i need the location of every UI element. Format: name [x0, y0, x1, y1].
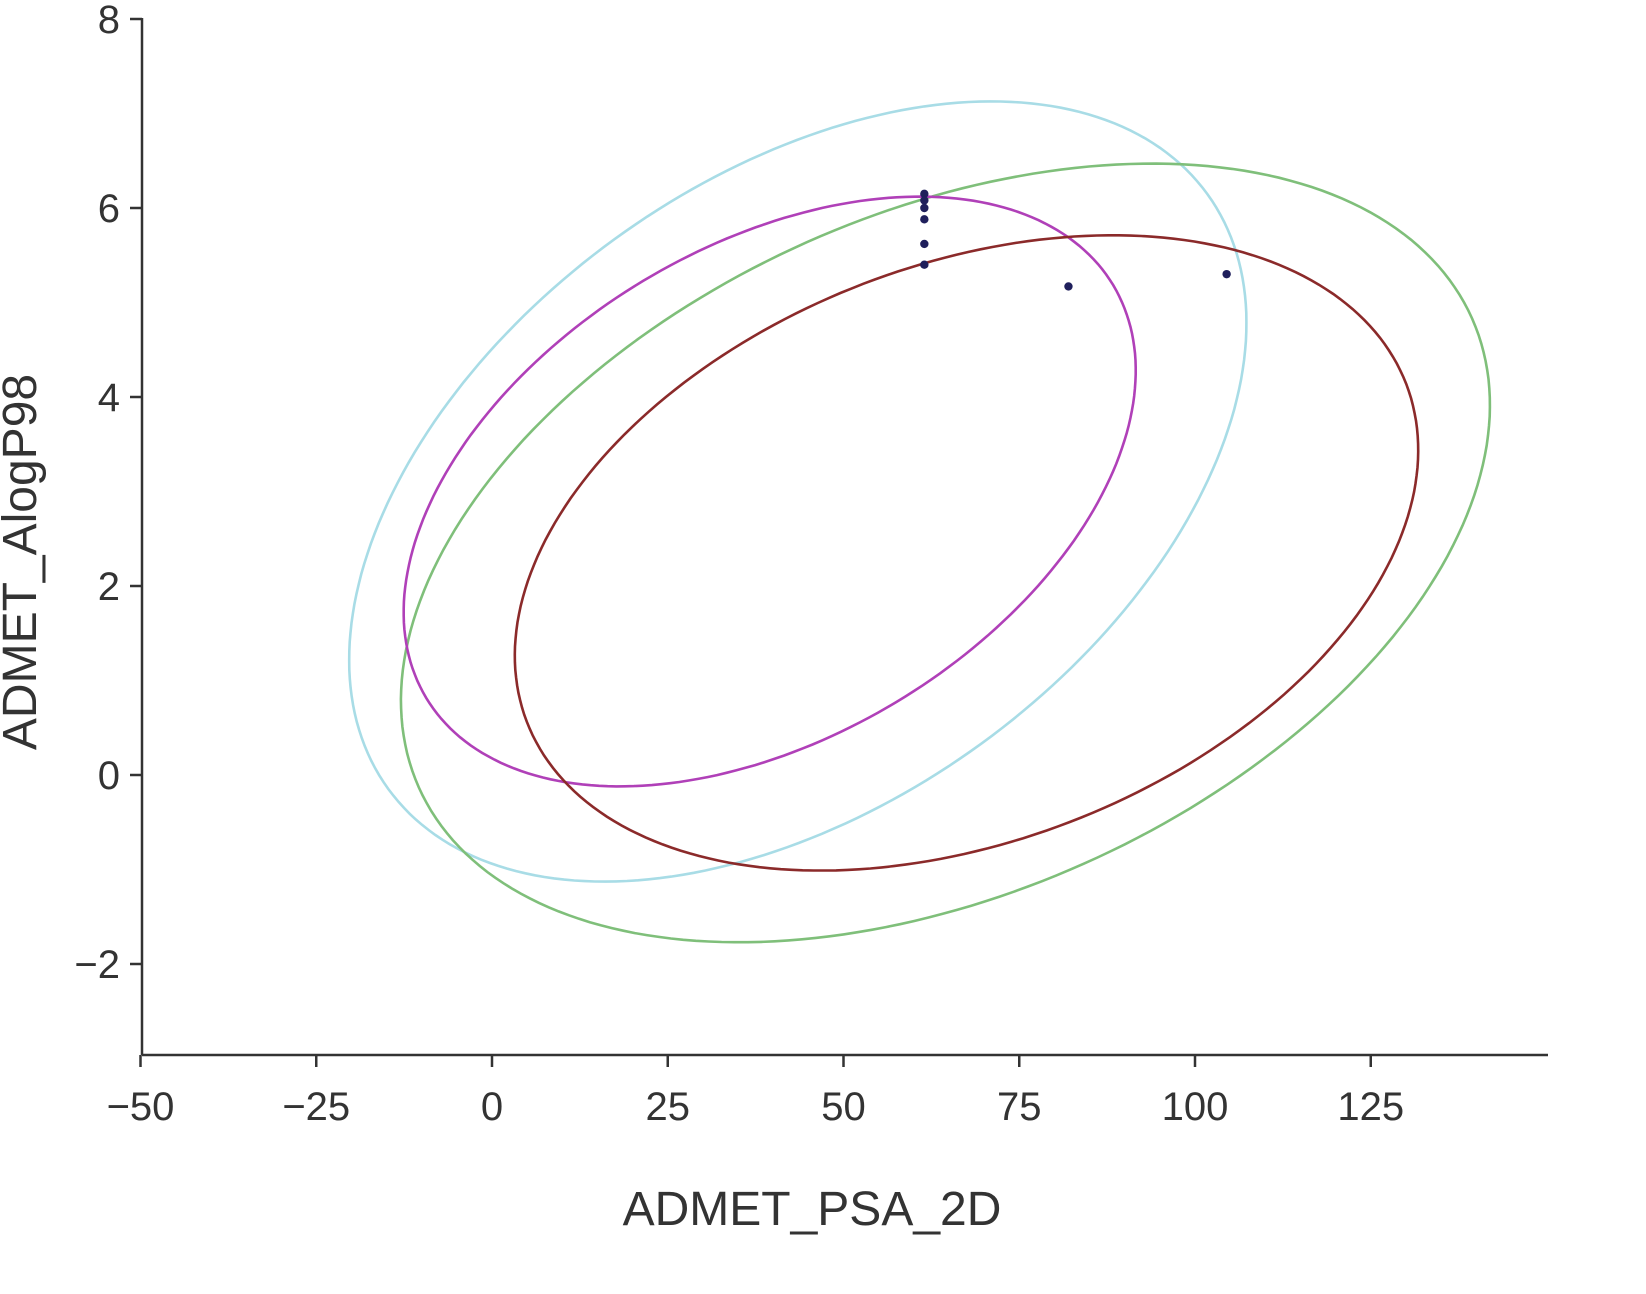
x-tick-label: 0 [481, 1085, 503, 1129]
y-axis-ticks: −2 0 2 4 6 8 [74, 0, 142, 987]
data-point [920, 189, 929, 199]
ellipse-2 [399, 162, 1492, 944]
data-point [920, 239, 929, 249]
x-tick-label: 100 [1162, 1085, 1229, 1129]
data-points [920, 189, 1231, 291]
ellipse-4 [513, 234, 1420, 872]
data-point [920, 196, 929, 205]
y-tick-label: 6 [98, 187, 120, 231]
ellipse-1 [347, 100, 1248, 883]
data-point [920, 215, 929, 224]
x-tick-label: 125 [1337, 1085, 1404, 1129]
x-tick-label: 25 [646, 1085, 691, 1129]
data-point [1064, 282, 1073, 291]
y-tick-label: −2 [74, 943, 120, 987]
x-axis-ticks: −50 −25 0 25 50 75 100 125 [107, 1055, 1404, 1129]
data-point [920, 260, 929, 269]
x-tick-label: −50 [107, 1085, 175, 1129]
x-tick-label: 50 [821, 1085, 866, 1129]
y-tick-label: 2 [98, 565, 120, 609]
y-axis-title: ADMET_AlogP98 [0, 374, 47, 750]
confidence-ellipses [347, 100, 1492, 944]
y-tick-label: 4 [98, 376, 120, 420]
y-tick-label: 0 [98, 754, 120, 798]
y-tick-label: 8 [98, 0, 120, 42]
ellipse-3 [402, 195, 1137, 788]
x-axis-title: ADMET_PSA_2D [623, 1183, 1002, 1236]
x-tick-label: −25 [282, 1085, 350, 1129]
x-tick-label: 75 [997, 1085, 1042, 1129]
data-point [1222, 269, 1231, 279]
data-point [920, 203, 929, 213]
axes [140, 18, 1548, 1057]
